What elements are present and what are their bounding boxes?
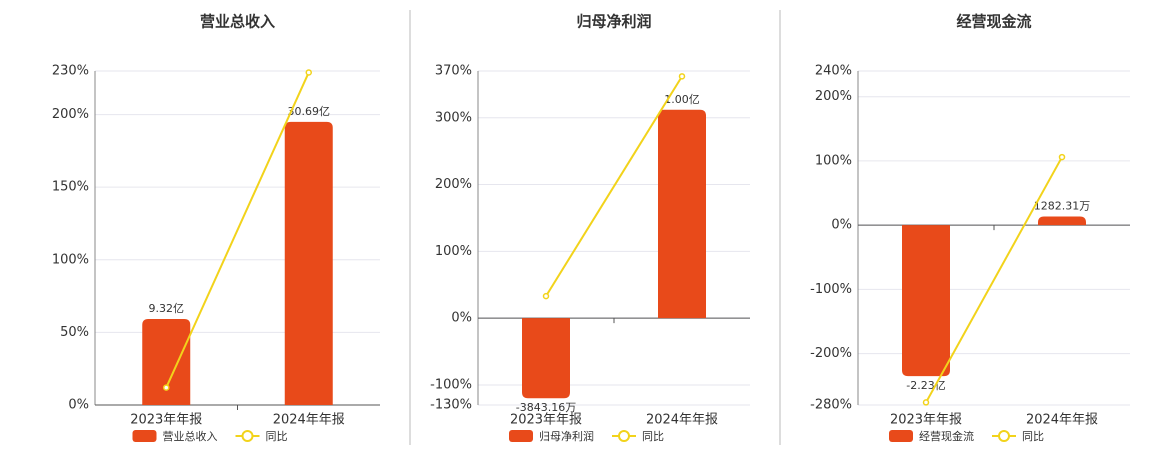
x-tick-label: 2023年年报 <box>510 413 582 428</box>
y-tick-label: 100% <box>52 252 89 267</box>
line <box>545 75 683 297</box>
chart-title: 营业总收入 <box>200 13 275 31</box>
chart-title: 经营现金流 <box>956 13 1031 31</box>
y-tick-label: -280% <box>810 398 852 413</box>
y-tick-label: 150% <box>52 180 89 195</box>
y-tick-label: -100% <box>810 282 852 297</box>
legend-label: 经营现金流 <box>919 429 974 443</box>
legend-swatch <box>889 430 913 442</box>
line-point <box>542 292 550 300</box>
value-label: 9.32亿 <box>149 302 185 315</box>
legend-swatch <box>998 430 1010 442</box>
legend-label: 营业总收入 <box>163 429 218 443</box>
y-tick-label: 370% <box>435 64 472 79</box>
y-tick-label: -130% <box>430 398 472 413</box>
legend-swatch <box>241 430 254 442</box>
bar <box>1038 216 1086 226</box>
value-label: 30.69亿 <box>288 105 331 118</box>
y-tick-label: -100% <box>430 377 472 392</box>
line-point <box>1058 153 1066 161</box>
line <box>925 156 1063 403</box>
y-tick-label: 100% <box>815 153 852 168</box>
y-tick-label: -200% <box>810 346 852 361</box>
line-point <box>922 399 930 406</box>
y-tick-label: 0% <box>451 311 472 326</box>
y-tick-label: 200% <box>815 89 852 104</box>
y-tick-label: 100% <box>435 244 472 259</box>
y-tick-label: 200% <box>52 107 89 122</box>
legend-label: 同比 <box>1022 430 1044 443</box>
legend-label: 同比 <box>266 430 288 443</box>
x-tick-label: 2024年年报 <box>1026 413 1098 428</box>
value-label: -2.23亿 <box>906 379 945 392</box>
legend-label: 归母净利润 <box>539 429 594 443</box>
chart-title: 归母净利润 <box>576 13 651 31</box>
line <box>165 72 310 388</box>
line-point <box>678 73 686 80</box>
line-point <box>163 384 170 391</box>
bar <box>658 109 706 319</box>
legend-swatch <box>618 430 630 442</box>
x-tick-label: 2024年年报 <box>273 413 345 428</box>
x-tick-label: 2023年年报 <box>130 413 202 428</box>
bar <box>902 225 950 377</box>
legend-label: 同比 <box>642 430 664 443</box>
value-label: 1282.31万 <box>1034 199 1091 212</box>
legend-swatch <box>132 430 157 442</box>
y-tick-label: 0% <box>68 398 89 413</box>
y-tick-label: 50% <box>60 325 89 340</box>
bar <box>522 318 570 399</box>
y-tick-label: 200% <box>435 177 472 192</box>
value-label: -3843.16万 <box>516 401 576 414</box>
bar <box>284 121 333 405</box>
y-tick-label: 240% <box>815 64 852 79</box>
legend-swatch <box>509 430 533 442</box>
value-label: 1.00亿 <box>664 93 700 106</box>
y-tick-label: 230% <box>52 64 89 79</box>
y-tick-label: 0% <box>831 218 852 233</box>
x-tick-label: 2023年年报 <box>890 413 962 428</box>
y-tick-label: 300% <box>435 110 472 125</box>
x-tick-label: 2024年年报 <box>646 413 718 428</box>
bar <box>142 319 191 405</box>
line-point <box>305 69 312 76</box>
